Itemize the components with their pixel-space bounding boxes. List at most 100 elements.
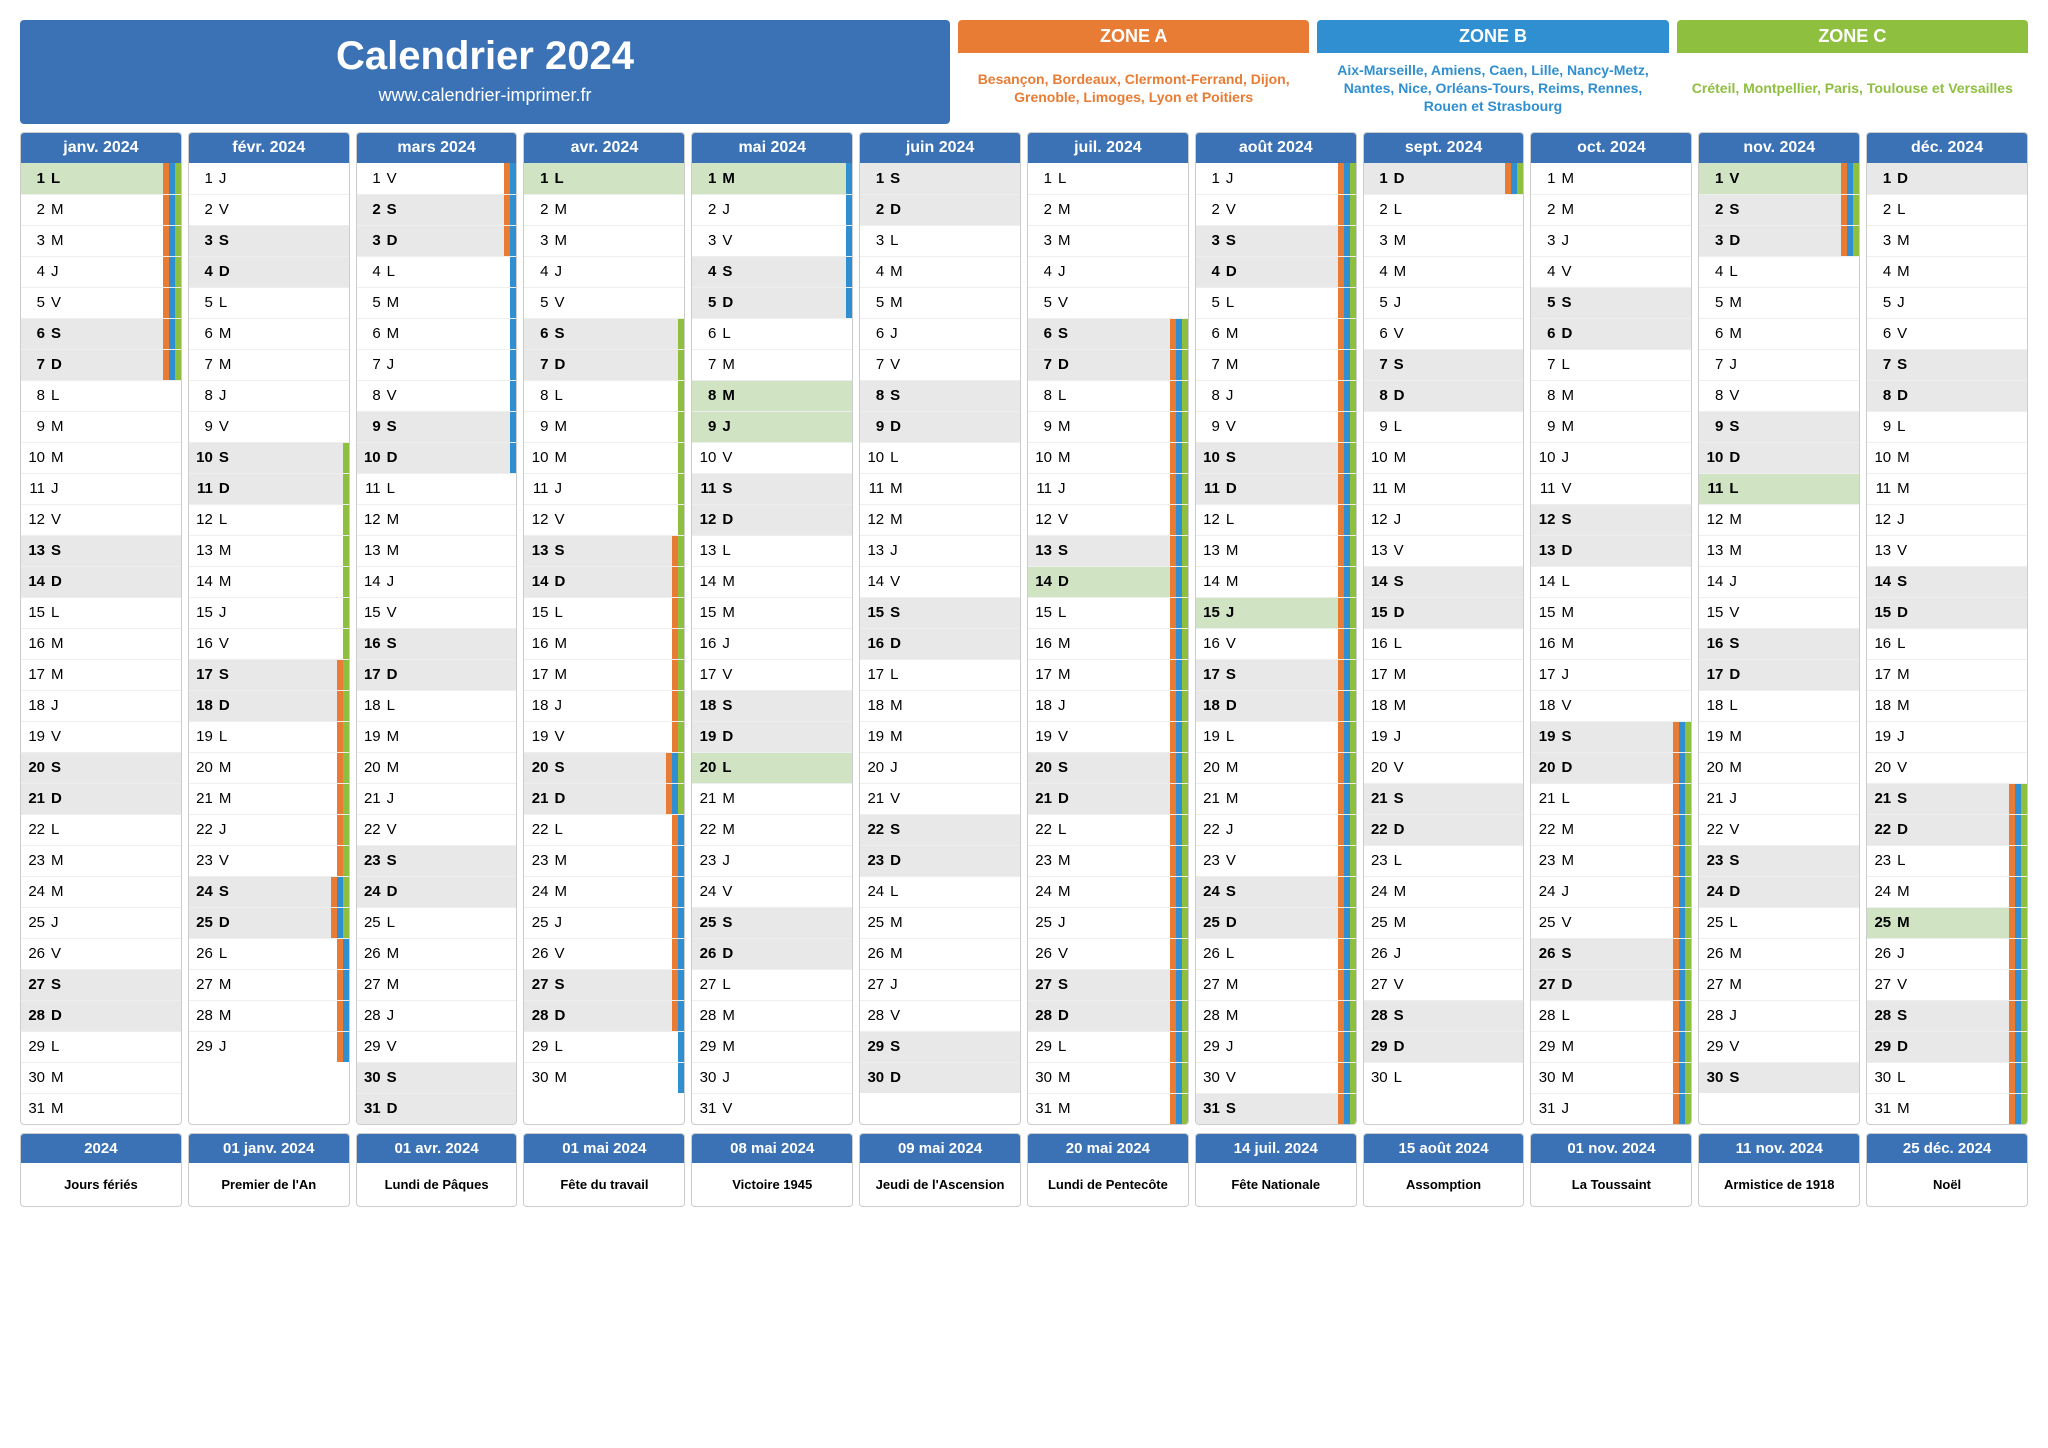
day-weekday: M [219, 976, 241, 993]
vacation-stripes [2009, 846, 2027, 876]
stripe-zone-c [1350, 567, 1356, 597]
day-cell: 20M [189, 752, 349, 783]
day-cell: 7D [524, 349, 684, 380]
stripe-zone-c [1685, 1094, 1691, 1124]
day-number: 19 [1196, 728, 1226, 745]
day-number: 13 [1028, 542, 1058, 559]
day-weekday: D [219, 697, 241, 714]
vacation-stripes [2009, 877, 2027, 907]
month-column: févr. 20241J2V3S4D5L6M7M8J9V10S11D12L13M… [188, 132, 350, 1125]
day-weekday: V [722, 666, 744, 683]
day-weekday: M [722, 356, 744, 373]
day-weekday: M [1561, 201, 1583, 218]
day-cell: 30M [1531, 1062, 1691, 1093]
day-cell: 2M [1028, 194, 1188, 225]
day-cell: 24V [692, 876, 852, 907]
vacation-stripes [1170, 381, 1188, 411]
month-header: juil. 2024 [1028, 133, 1188, 163]
day-cell: 2M [1531, 194, 1691, 225]
day-number: 22 [860, 821, 890, 838]
stripe-zone-c [343, 877, 349, 907]
day-cell: 11L [357, 473, 517, 504]
day-weekday: V [51, 511, 73, 528]
holiday-date: 01 avr. 2024 [357, 1134, 517, 1163]
day-weekday: D [890, 635, 912, 652]
day-cell: 24M [21, 876, 181, 907]
day-cell: 23D [860, 845, 1020, 876]
day-weekday: V [387, 170, 409, 187]
day-number: 8 [189, 387, 219, 404]
vacation-stripes [163, 226, 181, 256]
vacation-stripes [672, 815, 684, 845]
day-number: 6 [357, 325, 387, 342]
day-weekday: V [1561, 480, 1583, 497]
month-column: nov. 20241V2S3D4L5M6M7J8V9S10D11L12M13M1… [1698, 132, 1860, 1125]
stripe-zone-c [1182, 784, 1188, 814]
day-cell: 19V [1028, 721, 1188, 752]
day-cell: 8M [692, 380, 852, 411]
day-number: 28 [1028, 1007, 1058, 1024]
day-weekday: V [1058, 294, 1080, 311]
day-number: 18 [1196, 697, 1226, 714]
vacation-stripes [1338, 939, 1356, 969]
day-weekday: V [387, 1038, 409, 1055]
day-cell: 16M [524, 628, 684, 659]
day-cell: 14L [1531, 566, 1691, 597]
day-number: 18 [1699, 697, 1729, 714]
stripe-zone-b [510, 412, 516, 442]
vacation-stripes [510, 288, 516, 318]
day-number: 3 [524, 232, 554, 249]
day-cell: 2M [524, 194, 684, 225]
day-cell: 18J [1028, 690, 1188, 721]
day-number: 28 [21, 1007, 51, 1024]
day-cell: 21S [1867, 783, 2027, 814]
month-header: août 2024 [1196, 133, 1356, 163]
stripe-zone-c [678, 474, 684, 504]
day-cell: 23L [1867, 845, 2027, 876]
day-number: 15 [1364, 604, 1394, 621]
day-weekday: L [1729, 914, 1751, 931]
day-cell: 30M [1028, 1062, 1188, 1093]
stripe-zone-c [678, 784, 684, 814]
day-number: 8 [1196, 387, 1226, 404]
day-number: 7 [1028, 356, 1058, 373]
day-weekday: M [387, 294, 409, 311]
vacation-stripes [163, 319, 181, 349]
day-cell: 17D [1699, 659, 1859, 690]
stripe-zone-c [1182, 381, 1188, 411]
day-number: 25 [1867, 914, 1897, 931]
day-cell: 11L [1699, 473, 1859, 504]
day-number: 11 [524, 480, 554, 497]
day-weekday: D [722, 294, 744, 311]
day-weekday: L [554, 387, 576, 404]
day-cell: 7M [189, 349, 349, 380]
day-weekday: M [1561, 418, 1583, 435]
day-weekday: V [219, 852, 241, 869]
holiday-box: 14 juil. 2024Fête Nationale [1195, 1133, 1357, 1207]
stripe-zone-c [678, 691, 684, 721]
day-number: 19 [860, 728, 890, 745]
day-weekday: M [1058, 232, 1080, 249]
stripe-zone-c [1685, 753, 1691, 783]
day-cell: 7J [357, 349, 517, 380]
day-number: 2 [860, 201, 890, 218]
day-cell: 18S [692, 690, 852, 721]
day-weekday: S [1226, 449, 1248, 466]
day-number: 9 [189, 418, 219, 435]
vacation-stripes [1338, 1001, 1356, 1031]
day-cell: 24S [189, 876, 349, 907]
holiday-box: 01 nov. 2024La Toussaint [1530, 1133, 1692, 1207]
day-number: 1 [524, 170, 554, 187]
stripe-zone-b [846, 257, 852, 287]
day-number: 20 [21, 759, 51, 776]
day-cell: 23V [189, 845, 349, 876]
day-weekday: J [219, 170, 241, 187]
day-number: 5 [1196, 294, 1226, 311]
day-number: 9 [21, 418, 51, 435]
footer-holidays: 2024Jours fériés01 janv. 2024Premier de … [20, 1133, 2028, 1207]
stripe-zone-c [1182, 412, 1188, 442]
stripe-zone-c [1182, 629, 1188, 659]
day-weekday: V [1897, 976, 1919, 993]
day-number: 9 [860, 418, 890, 435]
day-cell: 12V [524, 504, 684, 535]
